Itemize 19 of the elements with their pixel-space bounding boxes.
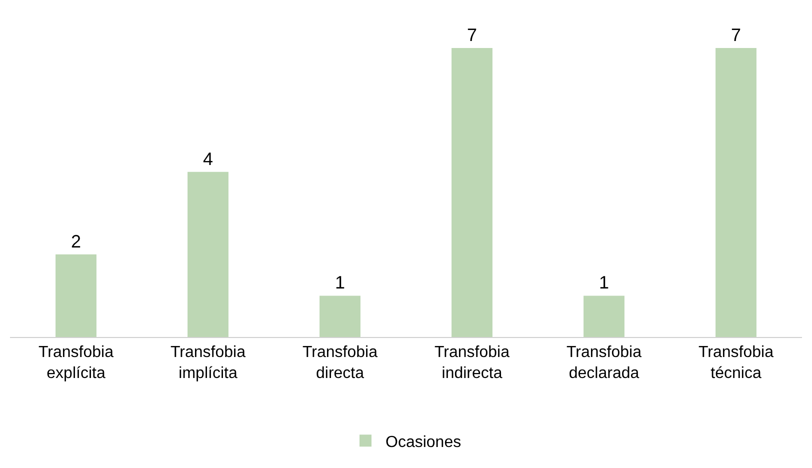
data-label: 1 — [334, 272, 346, 293]
x-tick-label: Transfobia directa — [302, 344, 378, 382]
data-label: 1 — [598, 272, 610, 293]
x-tick-label: Transfobia indirecta — [434, 344, 510, 382]
bar — [716, 48, 756, 337]
bar — [320, 296, 360, 337]
bar — [188, 172, 228, 337]
bar — [584, 296, 624, 337]
x-tick-label: Transfobia explícita — [38, 344, 114, 382]
x-tick-label: Transfobia declarada — [566, 344, 642, 382]
data-label: 7 — [730, 25, 742, 45]
x-tick-label: Transfobia implícita — [170, 344, 246, 382]
legend-label: Ocasiones — [386, 434, 462, 451]
data-label: 7 — [466, 25, 478, 45]
bar — [452, 48, 492, 337]
data-label: 2 — [70, 231, 82, 252]
data-label: 4 — [202, 148, 214, 169]
x-tick-label: Transfobia técnica — [698, 344, 774, 382]
bar — [56, 254, 96, 337]
